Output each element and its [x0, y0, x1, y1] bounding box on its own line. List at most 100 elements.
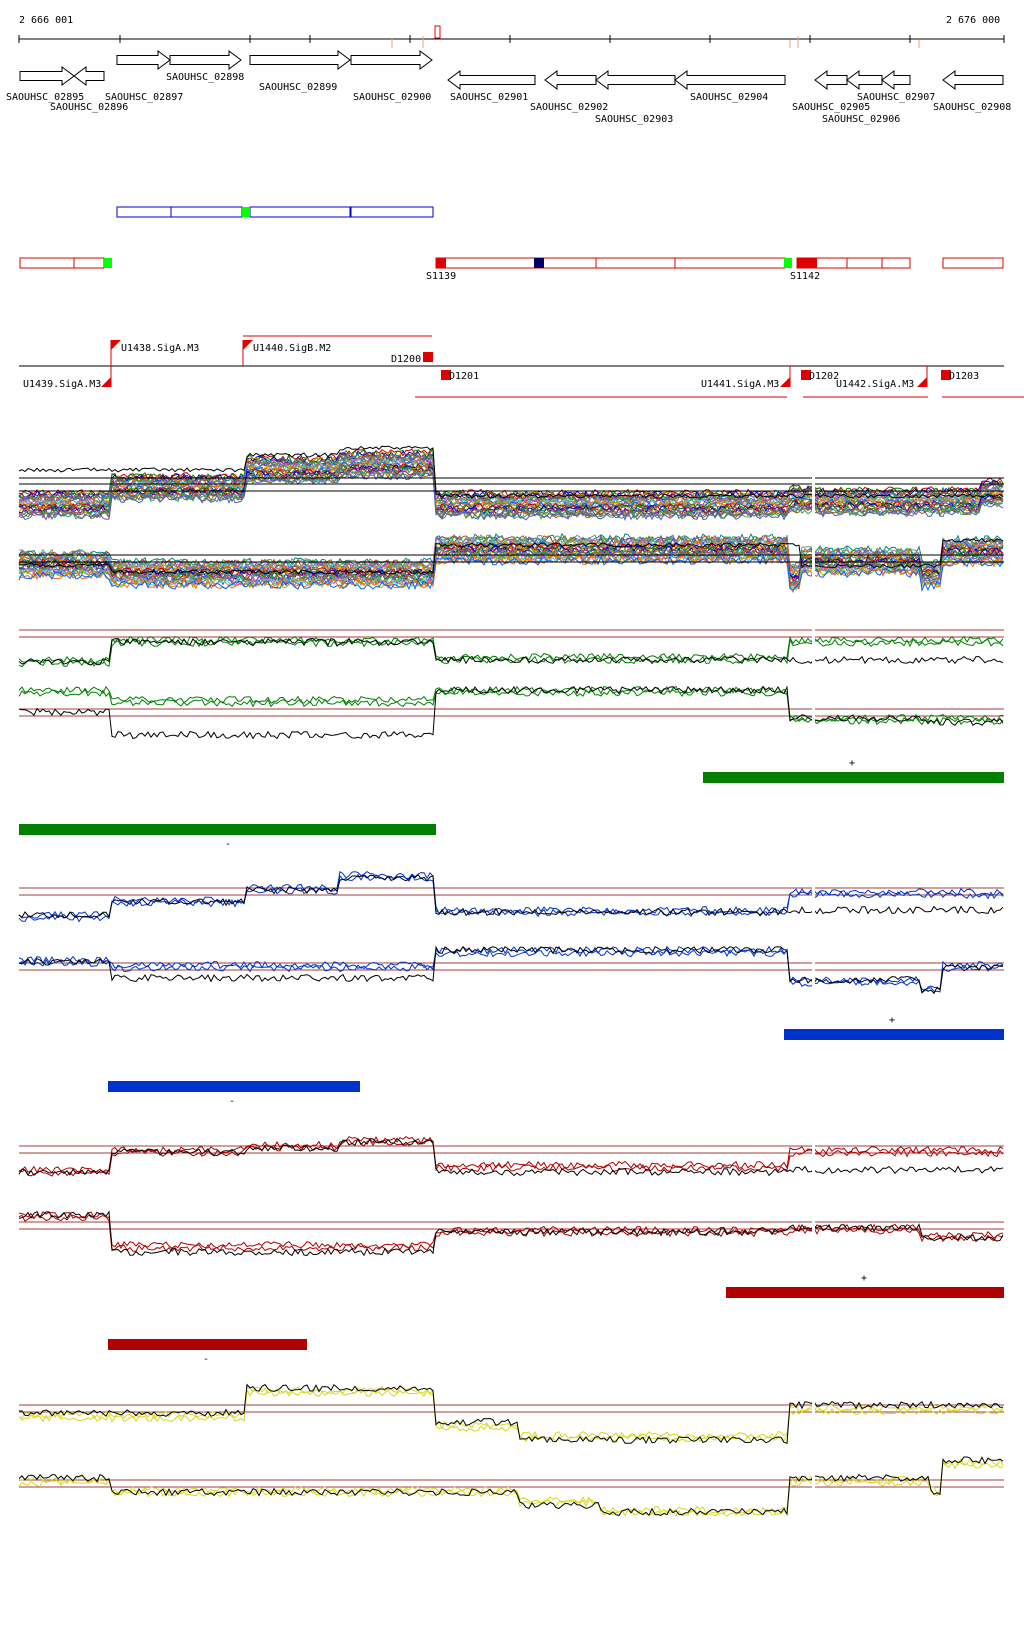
red-segment-2	[435, 257, 536, 269]
yellow-lower-gap	[812, 1450, 815, 1527]
gene-label-8: SAOUHSC_02903	[595, 114, 673, 125]
segment-label-s1139: S1139	[426, 271, 456, 282]
navy-marker	[534, 258, 544, 268]
terminator-label-2: D1202	[809, 371, 839, 382]
gene-label-2: SAOUHSC_02897	[105, 92, 183, 103]
blue-upper-black	[18, 873, 1004, 919]
blue-plus-bar-sign: +	[889, 1015, 895, 1026]
overview-lower-gap	[812, 540, 815, 590]
green-lower-color-b	[18, 688, 1004, 726]
yellow-lower-color-b	[18, 1461, 1004, 1517]
terminator-marker-0	[423, 352, 433, 362]
axis-end-label: 2 676 000	[946, 15, 1000, 26]
terminator-label-0: D1200	[391, 354, 421, 365]
blue-lower-black	[18, 945, 1004, 995]
green-marker-left	[104, 258, 112, 268]
green-minus-bar	[19, 824, 436, 835]
minus-promoter-flag-0	[101, 377, 111, 387]
overview-lower-trace-24	[18, 554, 1004, 594]
gene-arrow-0	[19, 66, 75, 86]
plus-promoter-flag-1	[243, 340, 253, 350]
gene-arrow-1	[73, 66, 105, 86]
green-marker-top	[242, 207, 250, 217]
gene-label-6: SAOUHSC_02901	[450, 92, 528, 103]
gene-arrow-2	[116, 50, 171, 70]
blue-segment-0	[116, 206, 172, 218]
terminator-label-3: D1203	[949, 371, 979, 382]
green-marker-right	[784, 258, 792, 268]
red-segment-1	[73, 257, 105, 269]
overview-upper-gap	[812, 470, 815, 520]
green-lower-black	[18, 685, 1004, 740]
red-minus-bar	[108, 1339, 307, 1350]
green-lower-gap	[812, 679, 815, 756]
segment-label-s1142: S1142	[790, 271, 820, 282]
red-minus-bar-sign: -	[203, 1354, 209, 1365]
gene-arrow-6	[447, 70, 536, 90]
red-segment-5	[674, 257, 786, 269]
expression-traces	[18, 445, 1004, 1527]
coordinate-axis: 2 666 001 2 676 000	[18, 15, 1005, 48]
axis-feature-mark-red	[434, 25, 441, 39]
green-plus-bar-sign: +	[849, 758, 855, 769]
blue-lower-gap	[812, 933, 815, 1010]
red-plus-bar	[726, 1287, 1004, 1298]
terminator-marker-1	[441, 370, 451, 380]
blue-segment-1	[170, 206, 243, 218]
plus-promoter-flag-0	[111, 340, 121, 350]
red-upper-color-a	[18, 1135, 1004, 1174]
yellow-lower-black	[18, 1456, 1004, 1517]
red-lower-black	[18, 1210, 1004, 1257]
red-lower-color-b	[18, 1213, 1004, 1253]
axis-start-label: 2 666 001	[19, 15, 73, 26]
minus-promoter-flag-2	[917, 377, 927, 387]
terminator-marker-2	[801, 370, 811, 380]
gene-label-4: SAOUHSC_02899	[259, 82, 337, 93]
blue-upper-color-b	[18, 873, 1004, 923]
blue-segment-2	[249, 206, 351, 218]
green-upper-gap	[812, 600, 815, 677]
blue-segment-3	[350, 206, 434, 218]
red-segment-3	[534, 257, 597, 269]
blue-lower-color-b	[18, 948, 1004, 994]
overview-upper-trace-24	[18, 470, 1004, 521]
strand-bars: + - + - + -	[19, 758, 1004, 1365]
blue-upper-color-a	[18, 870, 1004, 919]
gene-arrow-4	[249, 50, 351, 70]
red-upper-color-b	[18, 1139, 1004, 1177]
overview-upper-trace-black	[18, 445, 1004, 499]
gene-arrow-12	[881, 70, 911, 90]
red-segment-8	[881, 257, 911, 269]
gene-label-11: SAOUHSC_02906	[822, 114, 900, 125]
terminator-label-1: D1201	[449, 371, 479, 382]
blue-minus-bar-sign: -	[229, 1096, 235, 1107]
red-segment-4	[595, 257, 676, 269]
yellow-lower-color-a	[18, 1457, 1004, 1515]
gene-label-3: SAOUHSC_02898	[166, 72, 244, 83]
overview-upper-trace-16	[18, 462, 1004, 513]
overview-upper-trace-22	[18, 468, 1004, 519]
minus-promoter-flag-1	[780, 377, 790, 387]
gene-label-1: SAOUHSC_02896	[50, 102, 128, 113]
gene-label-13: SAOUHSC_02908	[933, 102, 1011, 113]
overview-upper-trace-25	[18, 471, 1004, 522]
gene-arrow-3	[169, 50, 242, 70]
gene-arrow-10	[814, 70, 848, 90]
red-lower-gap	[812, 1192, 815, 1269]
terminator-marker-3	[941, 370, 951, 380]
blue-plus-bar	[784, 1029, 1004, 1040]
overview-lower-trace-black	[18, 537, 1004, 575]
overview-lower-trace-25	[18, 554, 1004, 593]
green-plus-bar	[703, 772, 1004, 783]
green-minus-bar-sign: -	[225, 839, 231, 850]
yellow-upper-color-a	[18, 1385, 1004, 1440]
red-marker-s1142	[797, 258, 817, 268]
gene-arrow-8	[595, 70, 676, 90]
gene-arrow-13	[942, 70, 1004, 90]
segment-track: S1139 S1142	[19, 206, 1004, 282]
red-marker-s1139	[436, 258, 446, 268]
red-segment-7	[846, 257, 883, 269]
gene-arrow-9	[674, 70, 786, 90]
red-upper-gap	[812, 1116, 815, 1193]
red-lower-color-a	[18, 1211, 1004, 1250]
